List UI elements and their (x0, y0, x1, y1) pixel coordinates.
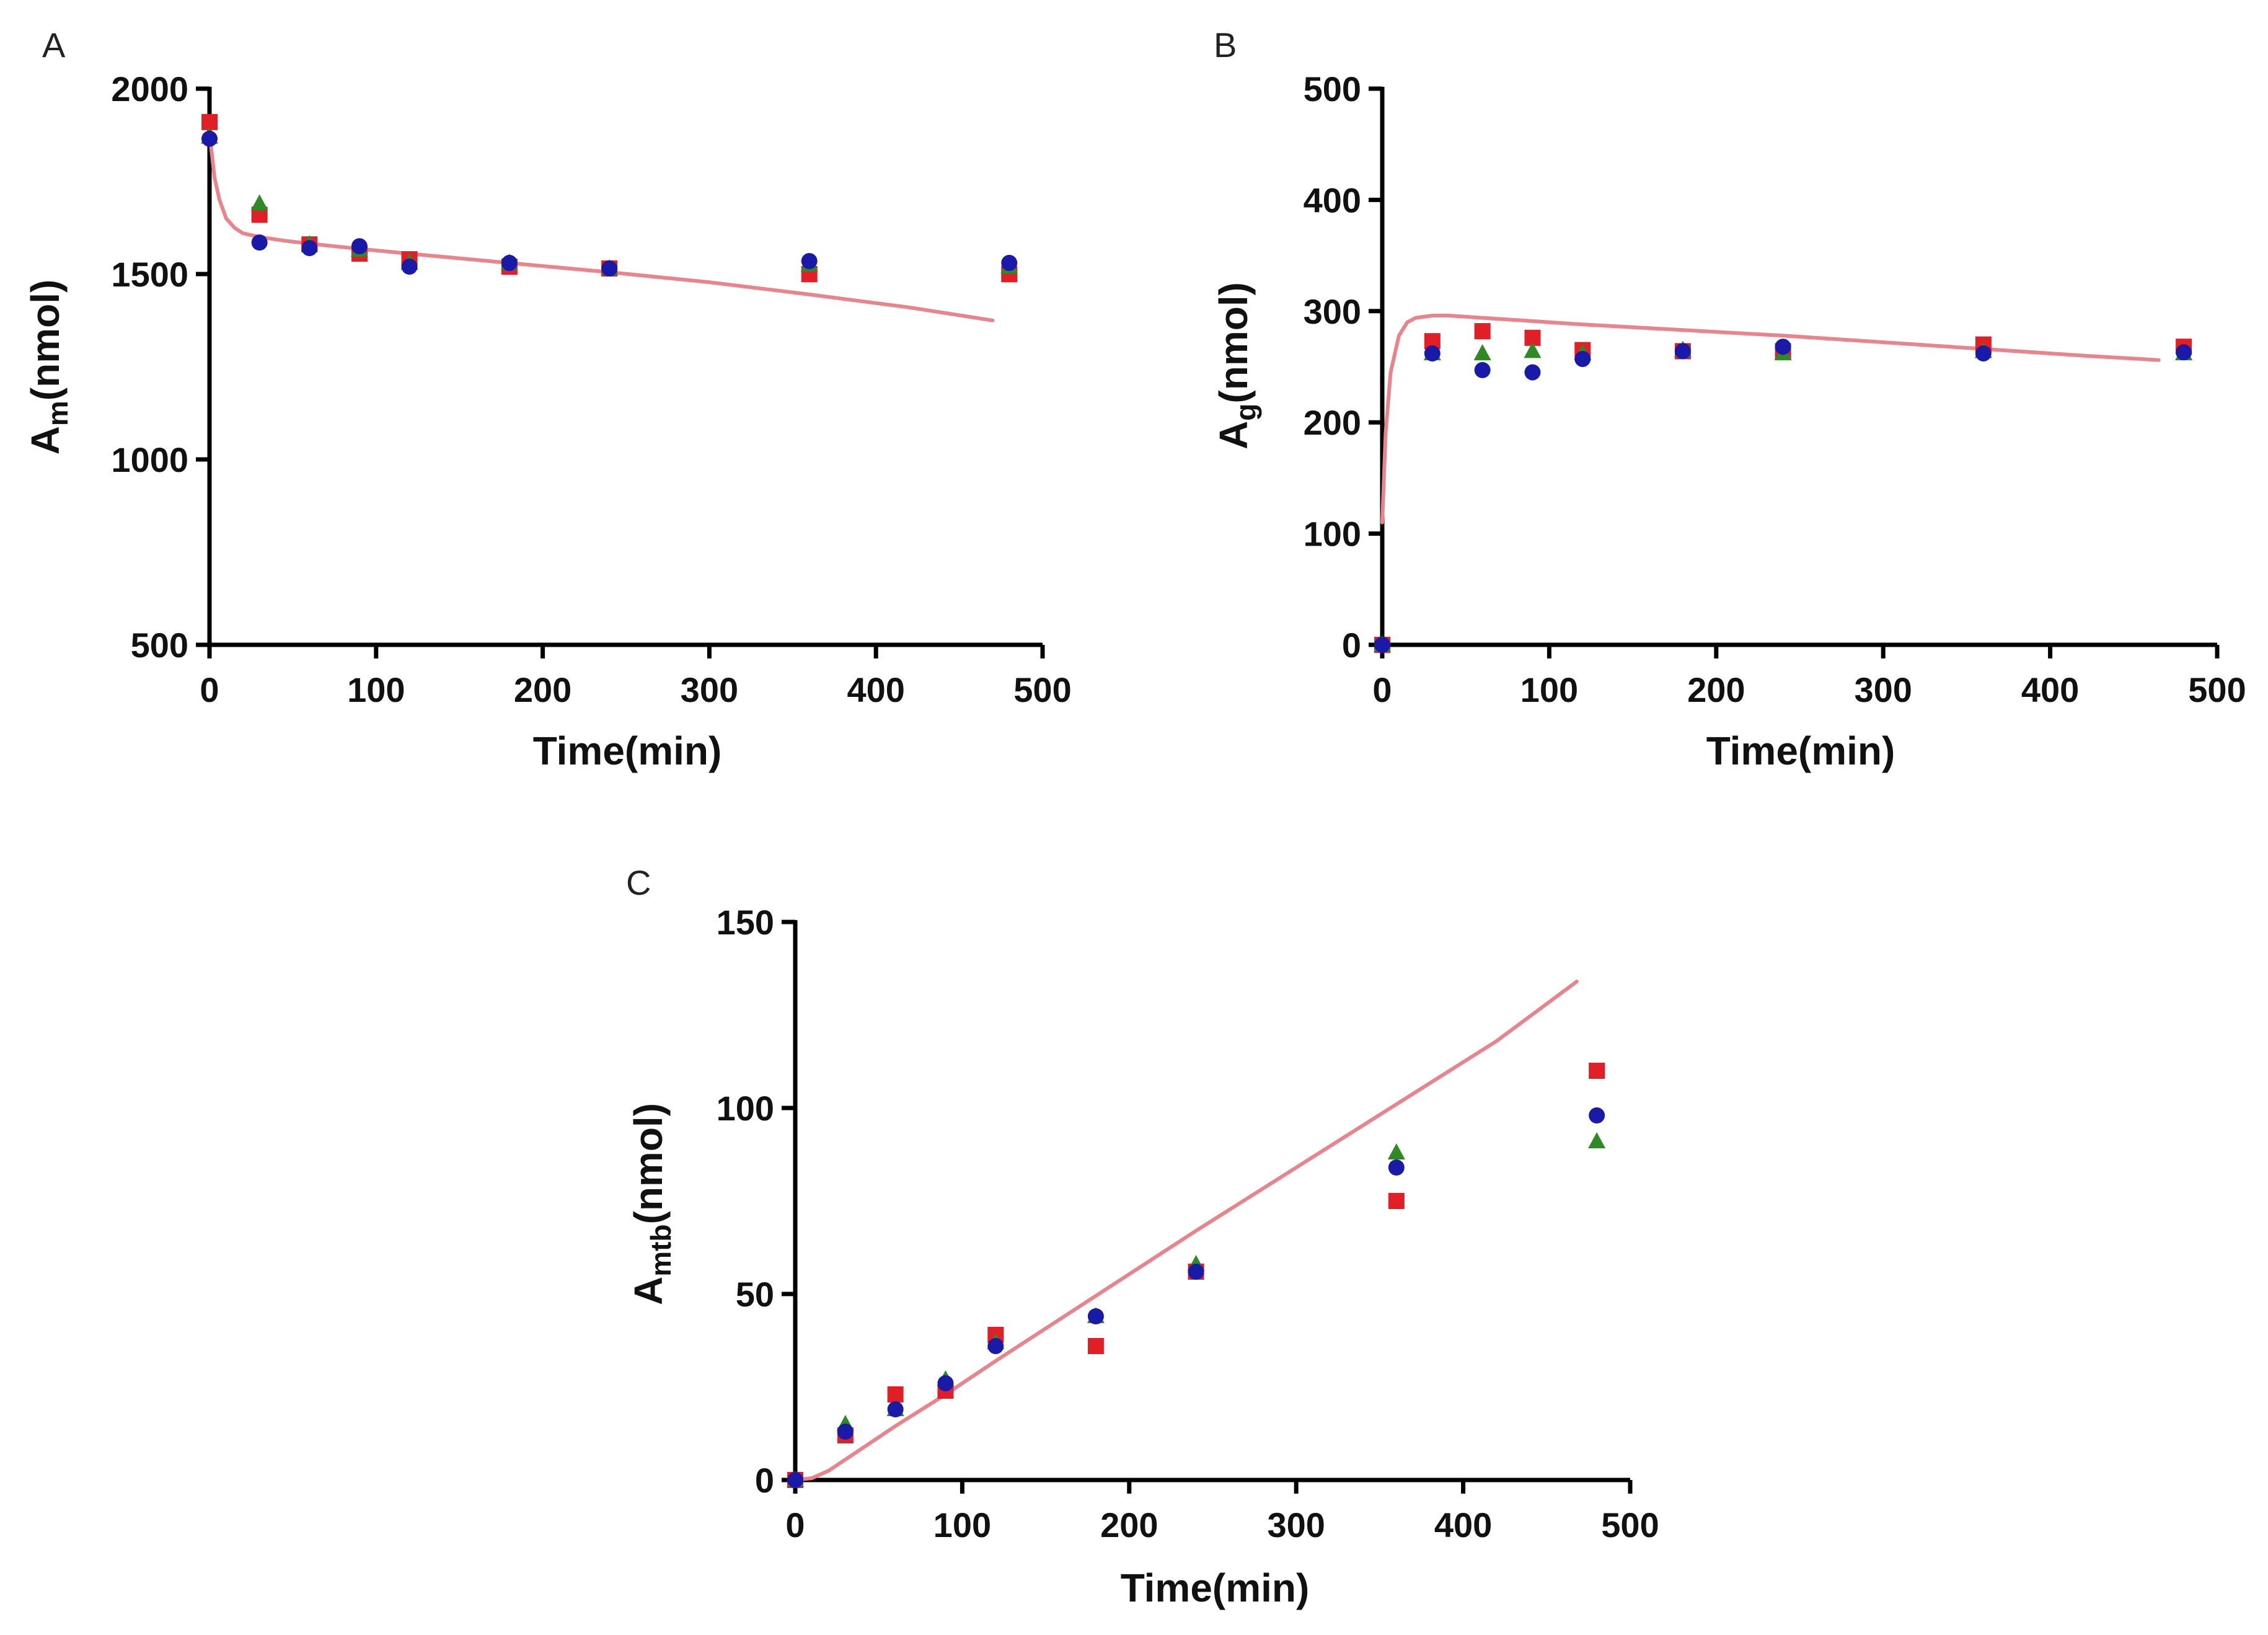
panel-b-blue-circle-point (1524, 364, 1541, 381)
panel-b-x-tick-label: 300 (1854, 670, 1912, 709)
panel-b-y-tick-label: 200 (1304, 403, 1361, 442)
panel-a-y-title-sub: m (42, 401, 74, 426)
panel-b-blue-circle-point (1374, 637, 1390, 653)
panel-a-blue-circle-point (251, 234, 268, 251)
panel-a-x-tick-label: 300 (681, 670, 738, 709)
panel-a-y-title-main: A (23, 426, 68, 454)
panel-a-blue-circle-point (1001, 255, 1018, 272)
panel-c-blue-circle-point (787, 1472, 803, 1488)
panel-c-y-axis-title: Amtb(nmol) (626, 1103, 677, 1305)
panel-b-y-axis-title: Ag(nmol) (1211, 282, 1262, 450)
panel-a-x-tick-label: 400 (847, 670, 904, 709)
panel-b-blue-circle-point (1975, 345, 1992, 361)
panel-c-blue-circle-point (1188, 1264, 1204, 1280)
panel-b-blue-circle-point (1775, 339, 1791, 355)
panel-b-model-curve (1380, 314, 2161, 525)
panel-b-y-tick-label: 100 (1304, 515, 1361, 554)
panel-a-blue-circle-point (801, 253, 818, 270)
panel-a-blue-circle-point (301, 240, 318, 257)
panel-a-blue-circle-point (401, 259, 418, 275)
panel-c-y-tick-label: 100 (717, 1089, 774, 1128)
panel-a-y-title-suffix: (nmol) (23, 280, 68, 401)
panel-c-y-tick-label: 150 (717, 903, 774, 942)
panel-b-y-tick-label: 300 (1304, 292, 1361, 331)
panel-b-x-tick-label: 100 (1520, 670, 1578, 709)
panel-a-blue-circle-point (601, 260, 618, 277)
panel-a-blue-circle-point (201, 130, 218, 147)
panel-a-red-square-point (201, 113, 218, 130)
panel-b-y-title-suffix: (nmol) (1211, 282, 1256, 404)
panel-a-blue-circle-point (501, 255, 518, 272)
panel-c-x-tick-label: 200 (1100, 1505, 1158, 1544)
panel-b: B Time(min) Ag(nmol) 0 100 200 300 400 500 0 10… (1211, 25, 2246, 773)
panel-b-y-tick-label: 400 (1304, 180, 1361, 219)
panel-c-red-square-point (1589, 1063, 1605, 1079)
panel-a-x-tick-label: 500 (1013, 670, 1071, 709)
panel-b-blue-circle-point (1674, 343, 1691, 360)
panel-c-y-title-sub: mtb (645, 1224, 677, 1276)
panel-c-blue-circle-point (1388, 1159, 1405, 1176)
panel-c-red-square-point (1087, 1338, 1104, 1354)
panel-a-green-triangle-point (250, 194, 268, 211)
panel-c-model-curve (793, 980, 1579, 1482)
panel-a-y-axis-title: Am(nmol) (23, 280, 74, 455)
panel-c-blue-circle-point (837, 1424, 854, 1440)
panel-a-x-axis-title: Time(min) (533, 729, 722, 773)
panel-b-y-title-sub: g (1230, 404, 1262, 421)
panel-c-x-tick-label: 100 (933, 1505, 991, 1544)
panel-b-y-tick-label: 0 (1342, 626, 1361, 665)
panel-c-x-axis-title: Time(min) (1121, 1566, 1310, 1610)
panel-b-y-tick-label: 500 (1304, 69, 1361, 109)
panel-a-letter: A (42, 25, 66, 64)
panel-a: A Time(min) Am(nmol) 0 100 200 300 400 500 500… (23, 25, 1072, 773)
panel-c-blue-circle-point (1589, 1107, 1605, 1123)
panel-b-green-triangle-point (1473, 343, 1491, 360)
panel-b-green-triangle-point (1524, 342, 1542, 358)
panel-c-blue-circle-point (937, 1375, 954, 1391)
panel-c: C Time(min) Amtb(nmol) 0 100 200 300 400 500 0… (626, 863, 1659, 1610)
panel-c-red-square-point (1388, 1193, 1405, 1209)
panel-b-x-tick-label: 400 (2021, 670, 2079, 709)
panel-c-blue-circle-point (887, 1401, 904, 1417)
panel-a-blue-circle-point (351, 238, 368, 255)
panel-a-y-tick-label: 2000 (111, 69, 188, 109)
panel-a-y-tick-label: 500 (131, 626, 188, 665)
panel-c-y-tick-label: 0 (755, 1461, 774, 1500)
panel-c-y-title-suffix: (nmol) (626, 1103, 671, 1225)
panel-b-x-tick-label: 0 (1372, 670, 1392, 709)
panel-b-blue-circle-point (1474, 361, 1491, 378)
panel-b-x-tick-label: 200 (1687, 670, 1745, 709)
panel-c-letter: C (626, 863, 651, 902)
panel-b-x-axis-title: Time(min) (1706, 729, 1895, 773)
panel-c-green-triangle-point (1387, 1143, 1405, 1159)
panel-c-red-square-point (887, 1386, 904, 1402)
panel-c-x-tick-label: 0 (785, 1505, 805, 1544)
panel-b-red-square-point (1474, 323, 1491, 340)
panel-a-x-tick-label: 0 (200, 670, 219, 709)
panel-c-x-tick-label: 300 (1267, 1505, 1325, 1544)
panel-c-blue-circle-point (1087, 1308, 1104, 1324)
panel-c-y-title-main: A (626, 1277, 671, 1305)
panel-a-x-tick-label: 200 (514, 670, 571, 709)
panel-b-blue-circle-point (1424, 345, 1441, 361)
panel-b-letter: B (1214, 25, 1237, 64)
panel-c-x-tick-label: 500 (1601, 1505, 1659, 1544)
panel-c-blue-circle-point (987, 1338, 1004, 1354)
panel-c-y-tick-label: 50 (736, 1275, 774, 1314)
panel-a-y-tick-label: 1500 (111, 255, 188, 294)
panel-b-blue-circle-point (1574, 350, 1591, 367)
panel-b-x-tick-label: 500 (2188, 670, 2246, 709)
panel-c-green-triangle-point (1588, 1132, 1606, 1148)
panel-b-blue-circle-point (2176, 344, 2192, 361)
panel-a-x-tick-label: 100 (347, 670, 405, 709)
panel-c-x-tick-label: 400 (1434, 1505, 1492, 1544)
panel-a-y-tick-label: 1000 (111, 440, 188, 479)
panel-b-y-title-main: A (1211, 421, 1256, 450)
